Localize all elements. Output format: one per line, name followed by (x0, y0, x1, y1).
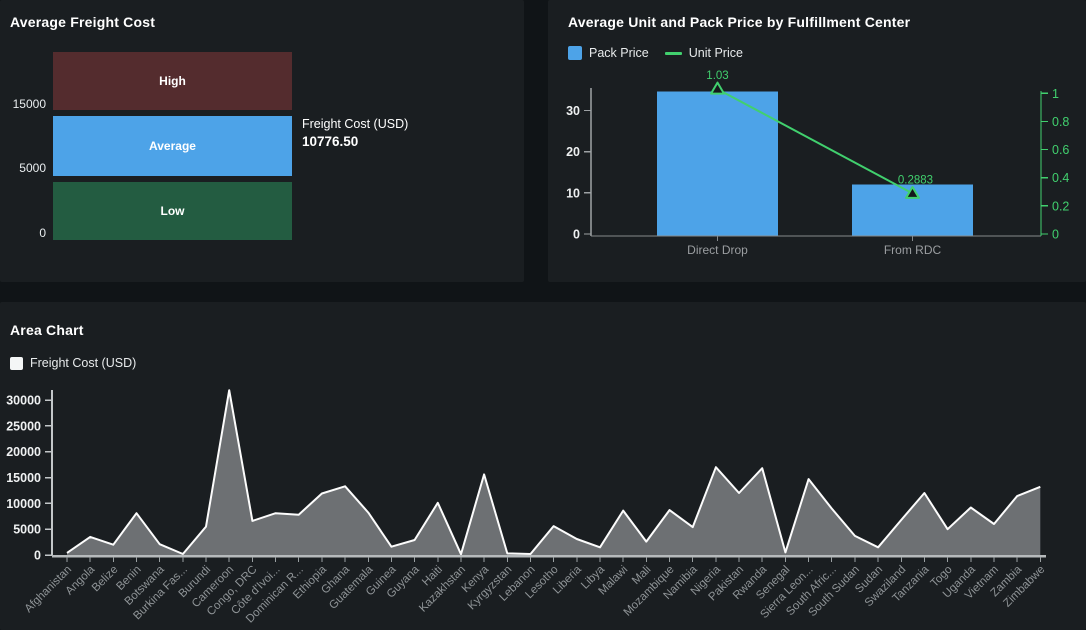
pack-price-bar-direct-drop[interactable] (657, 91, 778, 237)
legend-label-unit-price: Unit Price (688, 46, 743, 60)
gauge-axis-tick: 5000 (19, 161, 46, 175)
unit-price-data-label: 0.2883 (898, 174, 933, 186)
y-axis-tick-label: 0 (34, 549, 41, 563)
x-axis-category-label: Belize (90, 564, 121, 595)
gauge-title: Average Freight Cost (10, 14, 156, 30)
y-axis-tick-label: 25000 (6, 419, 41, 433)
panel-unit-pack-price: Average Unit and Pack Price by Fulfillme… (548, 0, 1086, 282)
area-title: Area Chart (10, 322, 84, 338)
legend-label-pack-price: Pack Price (589, 46, 649, 60)
area-legend: Freight Cost (USD) (10, 356, 136, 370)
unit-price-line[interactable] (717, 88, 913, 195)
y-axis-tick-label: 15000 (6, 471, 41, 485)
unit-price-swatch-icon (664, 51, 682, 55)
left-axis-tick-label: 0 (573, 228, 580, 242)
right-axis-tick-label: 0.6 (1052, 143, 1069, 157)
y-axis-tick-label: 30000 (6, 394, 41, 408)
combo-legend: Pack Price Unit Price (568, 46, 743, 60)
right-axis-tick-label: 0.2 (1052, 199, 1069, 213)
legend-item-freight-cost[interactable]: Freight Cost (USD) (10, 356, 136, 370)
y-axis-tick-label: 5000 (13, 523, 41, 537)
gauge-value-label: Freight Cost (USD) (302, 117, 409, 131)
category-label-direct-drop: Direct Drop (687, 243, 748, 257)
gauge-band-average[interactable]: Average (53, 116, 292, 176)
gauge-bands: High Average Low (53, 52, 292, 240)
unit-price-marker-from-rdc[interactable] (905, 185, 920, 199)
legend-item-pack-price[interactable]: Pack Price (568, 46, 649, 60)
gauge-band-label: High (159, 74, 186, 88)
left-axis-tick-label: 10 (566, 186, 580, 200)
unit-price-data-label: 1.03 (706, 70, 728, 82)
left-axis-tick-label: 30 (566, 104, 580, 118)
gauge-value-block: Freight Cost (USD) 10776.50 (302, 116, 408, 150)
right-axis-tick-label: 1 (1052, 87, 1059, 101)
panel-area-chart: Area Chart Freight Cost (USD) 0 5000 10000… (0, 302, 1086, 630)
gauge-axis-tick: 15000 (12, 97, 46, 111)
pack-price-swatch-icon (568, 46, 582, 60)
combo-title: Average Unit and Pack Price by Fulfillme… (568, 14, 911, 30)
gauge-band-low[interactable]: Low (53, 181, 292, 240)
y-axis-tick-label: 20000 (6, 445, 41, 459)
gauge-band-label: Average (149, 139, 196, 153)
gauge-band-label: Low (160, 203, 185, 218)
right-axis-tick-label: 0.4 (1052, 171, 1069, 185)
gauge-band-high[interactable]: High (53, 52, 292, 110)
freight-cost-area-fill[interactable] (67, 390, 1041, 556)
gauge-axis-tick: 0 (39, 226, 46, 240)
category-label-from-rdc: From RDC (884, 243, 942, 257)
combo-chart-plot: 0 10 20 30 Direct Drop From RDC 0 0.2 0.4 0.6 0.8 1… (566, 70, 1069, 257)
right-axis-tick-label: 0.8 (1052, 115, 1069, 129)
freight-cost-swatch-icon (10, 356, 23, 370)
left-axis-tick-label: 20 (566, 145, 580, 159)
gauge-value: 10776.50 (302, 134, 359, 149)
legend-label-freight-cost: Freight Cost (USD) (30, 356, 137, 370)
legend-item-unit-price[interactable]: Unit Price (664, 46, 743, 60)
area-chart-plot: 050001000015000200002500030000Afghanista… (6, 389, 1047, 625)
panel-average-freight-cost: Average Freight Cost High Average Low 1500… (0, 0, 524, 282)
unit-price-marker-direct-drop[interactable] (710, 81, 725, 95)
y-axis-tick-label: 10000 (6, 497, 41, 511)
right-axis-tick-label: 0 (1052, 228, 1059, 242)
freight-cost-area-line (66, 389, 1041, 556)
